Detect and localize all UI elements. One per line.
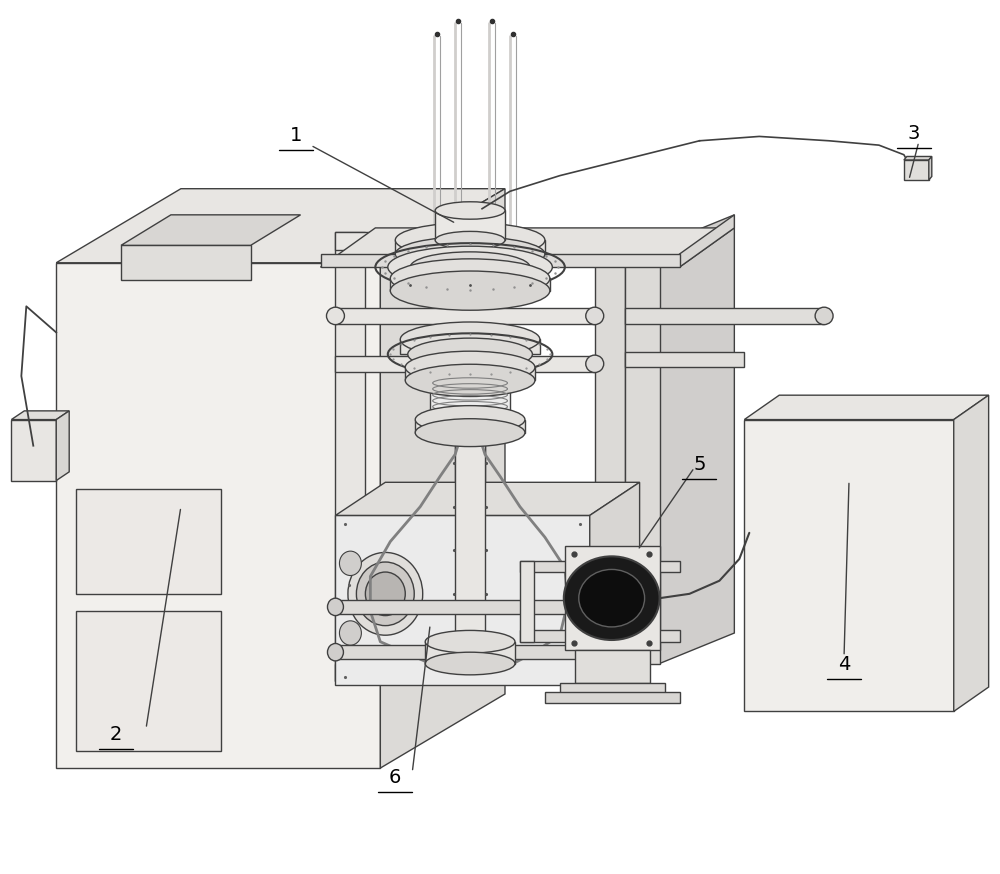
Ellipse shape <box>435 202 505 219</box>
Polygon shape <box>405 367 535 380</box>
Polygon shape <box>904 160 929 180</box>
Polygon shape <box>320 228 734 267</box>
Polygon shape <box>430 380 510 415</box>
Polygon shape <box>680 215 734 267</box>
Text: 2: 2 <box>110 725 122 744</box>
Ellipse shape <box>405 364 535 397</box>
Ellipse shape <box>339 551 361 575</box>
Polygon shape <box>400 339 540 354</box>
Polygon shape <box>335 308 595 323</box>
Text: 4: 4 <box>838 655 850 674</box>
Ellipse shape <box>415 406 525 434</box>
Polygon shape <box>455 433 485 663</box>
Polygon shape <box>320 254 680 267</box>
Polygon shape <box>335 516 590 685</box>
Ellipse shape <box>356 562 414 626</box>
Ellipse shape <box>408 338 532 371</box>
Polygon shape <box>121 246 251 281</box>
Text: 3: 3 <box>908 123 920 142</box>
Ellipse shape <box>390 271 550 310</box>
Polygon shape <box>520 561 534 642</box>
Polygon shape <box>744 395 989 420</box>
Polygon shape <box>560 683 665 694</box>
Ellipse shape <box>339 621 361 645</box>
Ellipse shape <box>365 572 405 615</box>
Polygon shape <box>590 482 640 685</box>
Polygon shape <box>335 232 365 681</box>
Ellipse shape <box>815 307 833 324</box>
Polygon shape <box>904 156 932 160</box>
Polygon shape <box>11 420 56 481</box>
Ellipse shape <box>425 652 515 675</box>
Polygon shape <box>76 611 221 751</box>
Polygon shape <box>520 630 680 642</box>
Polygon shape <box>335 600 590 614</box>
Polygon shape <box>56 411 69 481</box>
Polygon shape <box>425 642 515 663</box>
Polygon shape <box>660 215 734 663</box>
Polygon shape <box>929 156 932 180</box>
Polygon shape <box>575 650 650 683</box>
Ellipse shape <box>388 246 552 288</box>
Polygon shape <box>335 356 595 371</box>
Text: 5: 5 <box>693 454 706 474</box>
Circle shape <box>579 570 645 627</box>
Ellipse shape <box>395 237 545 272</box>
Polygon shape <box>520 561 680 572</box>
Polygon shape <box>380 189 505 768</box>
Polygon shape <box>335 482 640 516</box>
Polygon shape <box>56 189 505 263</box>
Ellipse shape <box>400 322 540 357</box>
Ellipse shape <box>405 351 535 384</box>
Ellipse shape <box>390 259 550 298</box>
Polygon shape <box>335 663 625 681</box>
Polygon shape <box>390 279 550 291</box>
Ellipse shape <box>410 252 530 282</box>
Ellipse shape <box>327 598 343 615</box>
Ellipse shape <box>586 355 604 372</box>
Polygon shape <box>954 395 989 711</box>
Polygon shape <box>415 420 525 433</box>
Ellipse shape <box>425 630 515 653</box>
Ellipse shape <box>435 232 505 249</box>
Polygon shape <box>335 645 590 659</box>
Ellipse shape <box>327 643 343 661</box>
Polygon shape <box>11 411 69 420</box>
Polygon shape <box>625 308 824 323</box>
Polygon shape <box>435 211 505 240</box>
Polygon shape <box>56 263 380 768</box>
Circle shape <box>564 557 660 640</box>
Polygon shape <box>595 232 625 642</box>
Ellipse shape <box>326 307 344 324</box>
Polygon shape <box>395 240 545 254</box>
Polygon shape <box>121 215 301 246</box>
Polygon shape <box>335 232 625 250</box>
Text: 1: 1 <box>289 126 302 145</box>
Ellipse shape <box>395 223 545 258</box>
Polygon shape <box>76 489 221 593</box>
Polygon shape <box>625 351 744 367</box>
Text: 6: 6 <box>389 768 401 787</box>
Ellipse shape <box>348 552 423 635</box>
Ellipse shape <box>586 307 604 324</box>
Ellipse shape <box>415 419 525 447</box>
Polygon shape <box>545 692 680 703</box>
Polygon shape <box>625 246 660 663</box>
Polygon shape <box>744 420 954 711</box>
Polygon shape <box>565 546 660 650</box>
